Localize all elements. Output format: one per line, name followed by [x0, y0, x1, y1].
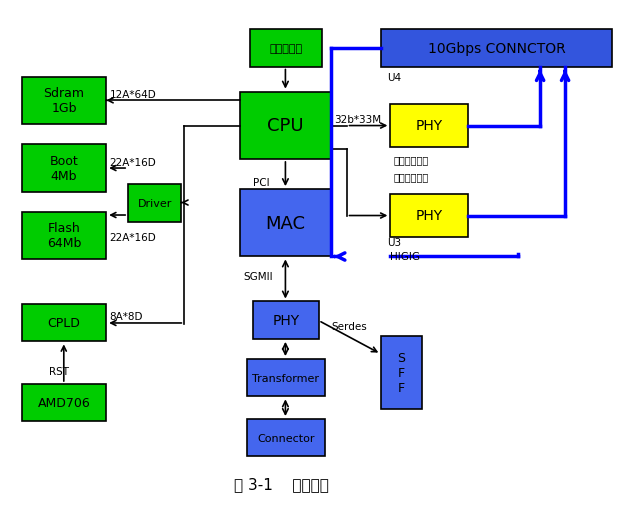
Text: 22A*16D: 22A*16D	[110, 157, 156, 167]
Text: HIGIG: HIGIG	[390, 252, 420, 262]
Text: PHY: PHY	[416, 119, 443, 133]
FancyBboxPatch shape	[22, 145, 106, 192]
Text: 温度传感器: 温度传感器	[269, 44, 303, 54]
FancyBboxPatch shape	[22, 212, 106, 260]
Text: Boot
4Mb: Boot 4Mb	[50, 154, 78, 182]
Text: CPLD: CPLD	[48, 317, 80, 329]
FancyBboxPatch shape	[247, 419, 325, 457]
Text: CPU: CPU	[268, 117, 304, 135]
FancyBboxPatch shape	[128, 185, 181, 222]
Text: AMD706: AMD706	[38, 397, 90, 409]
FancyBboxPatch shape	[22, 384, 106, 421]
FancyBboxPatch shape	[381, 337, 422, 409]
Text: Serdes: Serdes	[331, 322, 367, 332]
FancyBboxPatch shape	[241, 190, 331, 257]
FancyBboxPatch shape	[247, 359, 325, 397]
Text: RST: RST	[50, 366, 69, 377]
Text: 调试下载网口: 调试下载网口	[394, 155, 429, 165]
Text: Driver: Driver	[138, 199, 172, 208]
Text: Connector: Connector	[257, 433, 315, 443]
FancyBboxPatch shape	[390, 194, 468, 237]
Text: 10Gbps CONNCTOR: 10Gbps CONNCTOR	[427, 42, 565, 55]
Text: S
F
F: S F F	[397, 352, 405, 394]
Text: SGMII: SGMII	[243, 272, 273, 282]
FancyBboxPatch shape	[390, 105, 468, 147]
Text: 8A*8D: 8A*8D	[110, 312, 143, 322]
Text: U3: U3	[387, 237, 401, 247]
FancyBboxPatch shape	[253, 302, 318, 340]
FancyBboxPatch shape	[250, 30, 322, 67]
Text: 22A*16D: 22A*16D	[110, 232, 156, 242]
FancyBboxPatch shape	[381, 30, 612, 67]
Text: Flash
64Mb: Flash 64Mb	[47, 222, 82, 250]
Text: Sdram
1Gb: Sdram 1Gb	[43, 87, 85, 115]
Text: MAC: MAC	[266, 214, 306, 232]
Text: PHY: PHY	[272, 314, 299, 328]
Text: PCI: PCI	[253, 177, 269, 187]
Text: 12A*64D: 12A*64D	[110, 90, 156, 100]
Text: 32b*33M: 32b*33M	[334, 115, 381, 125]
FancyBboxPatch shape	[22, 77, 106, 125]
Text: Transformer: Transformer	[252, 373, 319, 383]
Text: 图 3-1    硬件结构: 图 3-1 硬件结构	[234, 476, 329, 492]
Text: PHY: PHY	[416, 209, 443, 223]
Text: 板间管理通道: 板间管理通道	[394, 172, 429, 182]
Text: U4: U4	[387, 72, 401, 82]
FancyBboxPatch shape	[22, 304, 106, 342]
FancyBboxPatch shape	[241, 93, 331, 160]
